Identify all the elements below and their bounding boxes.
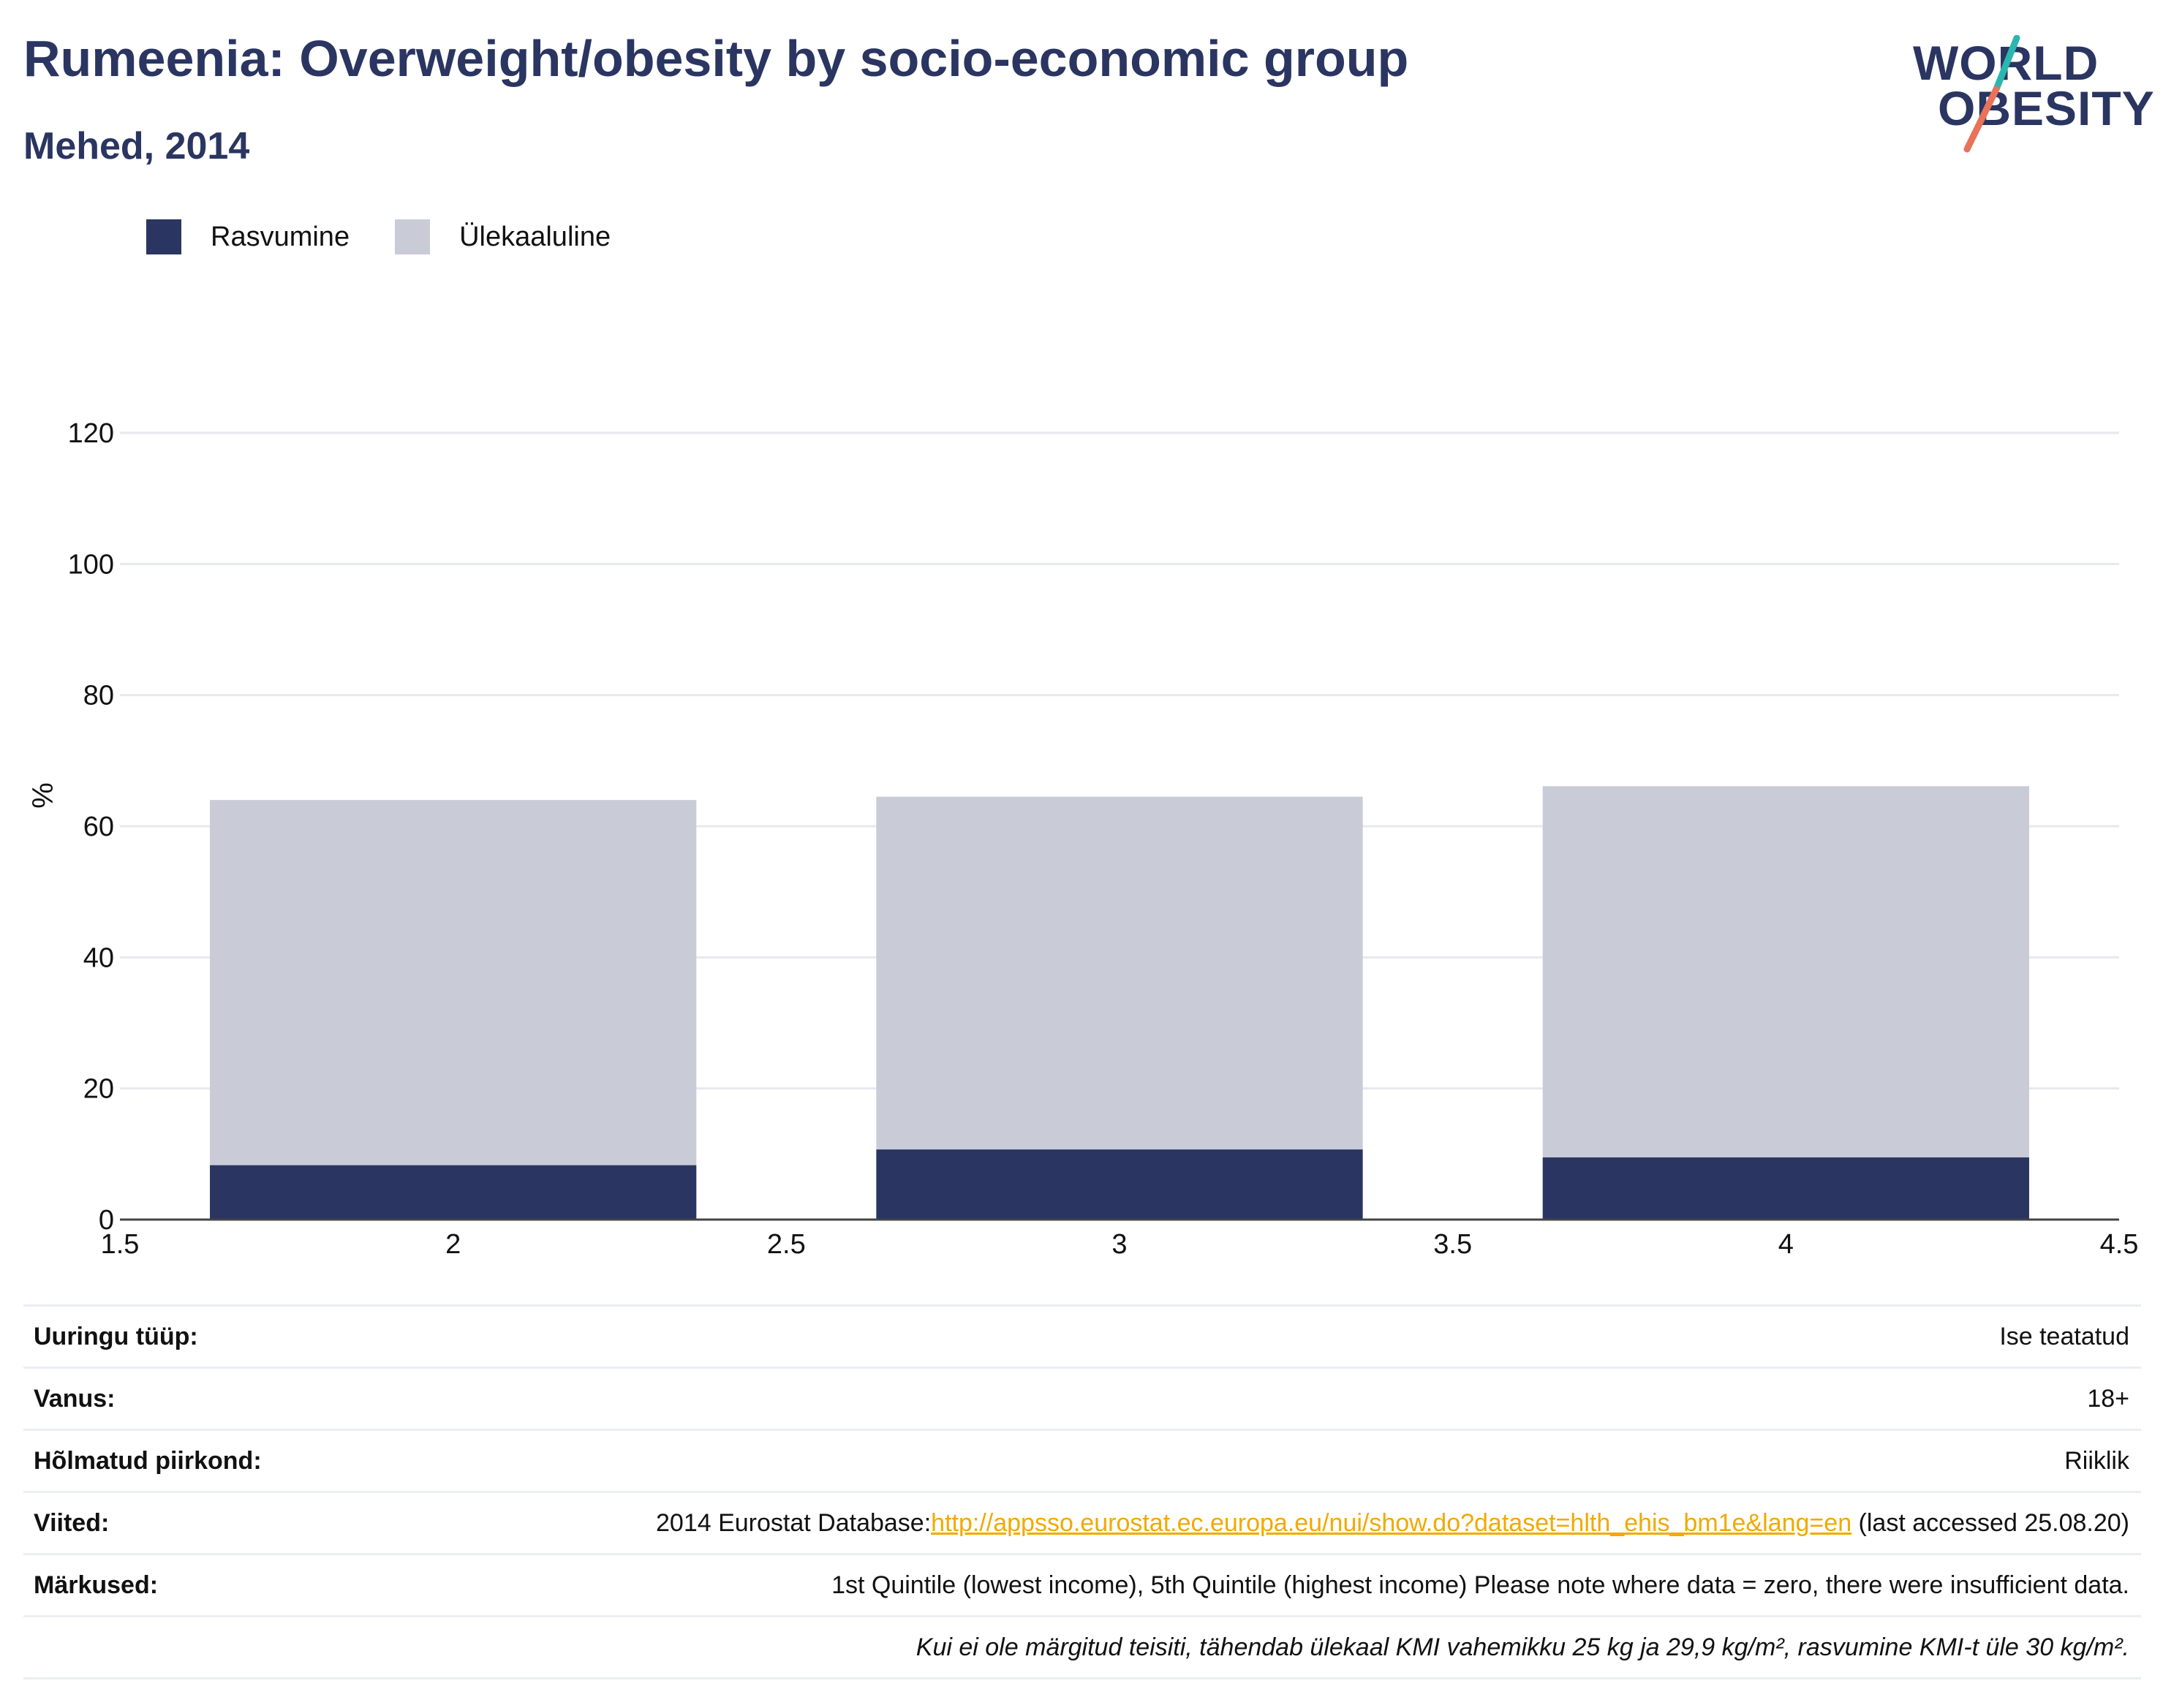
x-tick-label: 4.5 xyxy=(2100,1229,2139,1260)
meta-value-definition: Kui ei ole märgitud teisiti, tähendab ül… xyxy=(916,1633,2129,1661)
y-tick-label: 0 xyxy=(99,1205,114,1236)
logo-slash-icon xyxy=(1963,35,2020,153)
meta-row-age: Vanus: 18+ xyxy=(23,1367,2141,1429)
meta-row-references: Viited: 2014 Eurostat Database:http://ap… xyxy=(23,1491,2141,1553)
x-tick-label: 3 xyxy=(1111,1229,1127,1260)
meta-value: 2014 Eurostat Database:http://appsso.eur… xyxy=(656,1509,2141,1538)
bar--lekaaluline-2 xyxy=(210,800,697,1165)
metadata-table: Uuringu tüüp: Ise teatatud Vanus: 18+ Hõ… xyxy=(23,1304,2141,1679)
meta-label: Vanus: xyxy=(34,1384,116,1413)
stacked-bar-chart: 0 20 40 60 80 100 120 1.5 2 2.5 3 3.5 4 4.5% xyxy=(27,418,2139,1260)
legend-item-ulekaaluline[interactable]: Ülekaaluline xyxy=(395,219,611,254)
meta-label: Viited: xyxy=(34,1508,110,1537)
world-obesity-logo: WORLD OBESITY xyxy=(1909,35,2154,159)
chart-legend: Rasvumine Ülekaaluline xyxy=(146,216,656,257)
meta-value: Riiklik xyxy=(2064,1446,2129,1475)
reference-prefix: 2014 Eurostat Database: xyxy=(656,1508,932,1537)
meta-value: 18+ xyxy=(2087,1384,2129,1413)
meta-value: Ise teatatud xyxy=(1999,1322,2129,1350)
x-tick-label: 4 xyxy=(1778,1229,1794,1260)
x-tick-label: 2.5 xyxy=(767,1229,806,1260)
legend-swatch-ulekaaluline xyxy=(395,219,431,254)
meta-row-survey-type: Uuringu tüüp: Ise teatatud xyxy=(23,1304,2141,1367)
meta-label: Märkused: xyxy=(34,1571,159,1599)
bar-rasvumine-2 xyxy=(210,1165,697,1220)
x-tick-label: 3.5 xyxy=(1433,1229,1472,1260)
reference-link[interactable]: http://appsso.eurostat.ec.europa.eu/nui/… xyxy=(931,1508,1852,1537)
legend-label-ulekaaluline: Ülekaaluline xyxy=(459,221,611,252)
legend-label-rasvumine: Rasvumine xyxy=(211,221,350,252)
bar-rasvumine-4 xyxy=(1542,1157,2029,1220)
meta-row-notes: Märkused: 1st Quintile (lowest income), … xyxy=(23,1553,2141,1615)
chart-title: Rumeenia: Overweight/obesity by socio-ec… xyxy=(23,30,1409,87)
bar--lekaaluline-4 xyxy=(1542,786,2029,1157)
meta-label: Uuringu tüüp: xyxy=(34,1322,198,1350)
logo-text-line2: OBESITY xyxy=(1938,81,2155,135)
meta-row-area: Hõlmatud piirkond: Riiklik xyxy=(23,1429,2141,1491)
y-tick-label: 100 xyxy=(68,549,114,580)
bar--lekaaluline-3 xyxy=(876,796,1363,1150)
legend-item-rasvumine[interactable]: Rasvumine xyxy=(146,219,350,254)
y-tick-label: 20 xyxy=(83,1074,114,1105)
y-tick-label: 120 xyxy=(68,418,114,449)
meta-row-definition: Kui ei ole märgitud teisiti, tähendab ül… xyxy=(23,1615,2141,1679)
meta-label: Hõlmatud piirkond: xyxy=(34,1446,262,1475)
x-tick-label: 2 xyxy=(445,1229,461,1260)
bar-rasvumine-3 xyxy=(876,1149,1363,1220)
y-tick-label: 80 xyxy=(83,681,114,711)
y-tick-label: 60 xyxy=(83,812,114,842)
reference-suffix: (last accessed 25.08.20) xyxy=(1851,1508,2129,1537)
chart-subtitle: Mehed, 2014 xyxy=(23,125,250,167)
legend-swatch-rasvumine xyxy=(146,219,181,254)
meta-value: 1st Quintile (lowest income), 5th Quinti… xyxy=(831,1571,2129,1599)
y-axis-label: % xyxy=(27,782,59,809)
x-tick-label: 1.5 xyxy=(101,1229,140,1260)
y-tick-label: 40 xyxy=(83,942,114,973)
